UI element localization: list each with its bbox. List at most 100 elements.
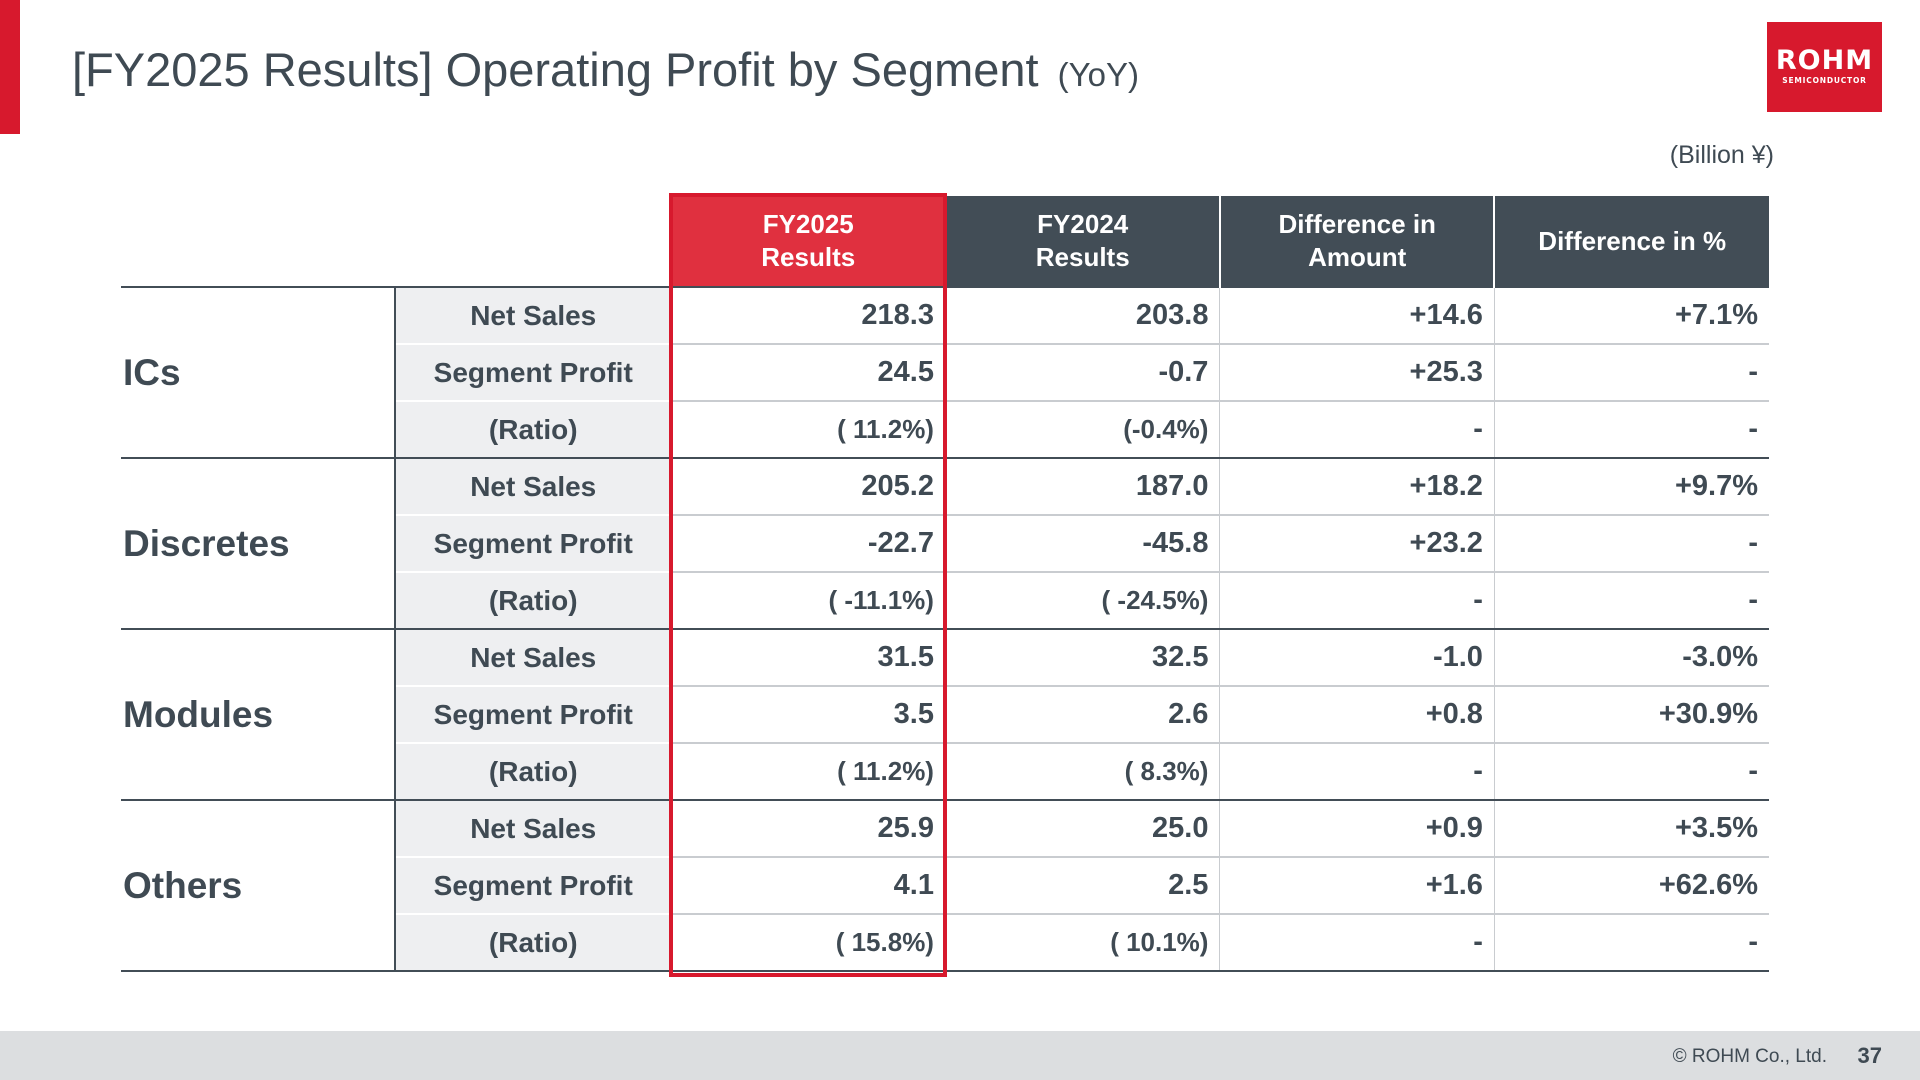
header-diff-amount-line2: Amount bbox=[1308, 242, 1407, 272]
segment-name: Modules bbox=[121, 628, 397, 801]
table-row: (Ratio)( 11.2%) (-0.4%) - - bbox=[121, 401, 1769, 459]
slide-title-sub: (YoY) bbox=[1057, 56, 1139, 93]
fy2025-value: 4.1 bbox=[670, 857, 946, 915]
difference-percent: +30.9% bbox=[1493, 686, 1769, 744]
metric-label: Net Sales bbox=[395, 799, 672, 858]
table-row: Modules Net Sales 31.5 32.5 -1.0 -3.0% bbox=[121, 628, 1769, 801]
fy2024-value: 32.5 bbox=[944, 628, 1220, 687]
fy2025-value: 25.9 bbox=[670, 799, 946, 858]
difference-amount: +0.8 bbox=[1219, 686, 1495, 744]
header-blank bbox=[395, 196, 671, 287]
segment-name: Others bbox=[121, 799, 397, 972]
difference-percent: - bbox=[1493, 572, 1769, 630]
fy2024-value: (-0.4%) bbox=[944, 401, 1220, 459]
copyright-text: © ROHM Co., Ltd. bbox=[1672, 1046, 1827, 1067]
table-body: ICs Net Sales 218.3 203.8 +14.6 +7.1% Segment … bbox=[121, 286, 1769, 972]
slide-title: [FY2025 Results] Operating Profit by Seg… bbox=[72, 42, 1139, 97]
difference-percent: - bbox=[1493, 344, 1769, 402]
fy2025-value: ( 15.8%) bbox=[670, 914, 946, 972]
fy2024-value: 2.6 bbox=[944, 686, 1220, 744]
difference-amount: +25.3 bbox=[1219, 344, 1495, 402]
segment-name: Discretes bbox=[121, 457, 397, 630]
metric-label: Segment Profit bbox=[395, 857, 672, 915]
logo-wordmark: ROHM bbox=[1775, 45, 1874, 76]
difference-percent: +3.5% bbox=[1493, 799, 1769, 858]
difference-amount: - bbox=[1219, 743, 1495, 801]
difference-percent: +9.7% bbox=[1493, 457, 1769, 516]
logo-subtext: SEMICONDUCTOR bbox=[1782, 76, 1867, 85]
header-fy2025-results: FY2025 Results bbox=[669, 196, 946, 287]
difference-percent: - bbox=[1493, 401, 1769, 459]
fy2024-value: 2.5 bbox=[944, 857, 1220, 915]
metric-label: Net Sales bbox=[395, 628, 672, 687]
fy2024-value: 25.0 bbox=[944, 799, 1220, 858]
fy2025-value: ( 11.2%) bbox=[670, 743, 946, 801]
unit-label: (Billion ¥) bbox=[1669, 141, 1774, 169]
fy2024-value: ( 8.3%) bbox=[944, 743, 1220, 801]
fy2024-value: -0.7 bbox=[944, 344, 1220, 402]
header-diff-amount-line1: Difference in bbox=[1278, 209, 1436, 239]
fy2024-value: 203.8 bbox=[944, 286, 1220, 345]
difference-percent: - bbox=[1493, 743, 1769, 801]
header-blank bbox=[121, 196, 396, 287]
header-fy2024-line2: Results bbox=[1035, 242, 1130, 272]
header-fy2024-line1: FY2024 bbox=[1037, 209, 1129, 239]
header-difference-percent: Difference in % bbox=[1493, 196, 1769, 287]
fy2025-value: -22.7 bbox=[670, 515, 946, 573]
difference-percent: +62.6% bbox=[1493, 857, 1769, 915]
segment-name: ICs bbox=[121, 286, 397, 459]
rohm-logo: ROHM SEMICONDUCTOR bbox=[1767, 22, 1882, 112]
table-row: Segment Profit 3.5 2.6 +0.8 +30.9% bbox=[121, 686, 1769, 744]
table-row: (Ratio)( -11.1%)( -24.5%) - - bbox=[121, 572, 1769, 630]
fy2024-value: ( -24.5%) bbox=[944, 572, 1220, 630]
difference-percent: -3.0% bbox=[1493, 628, 1769, 687]
difference-amount: - bbox=[1219, 572, 1495, 630]
difference-amount: +1.6 bbox=[1219, 857, 1495, 915]
table-row: (Ratio)( 11.2%)( 8.3%) - - bbox=[121, 743, 1769, 801]
table-row: ICs Net Sales 218.3 203.8 +14.6 +7.1% bbox=[121, 286, 1769, 459]
table-row: Segment Profit 24.5 -0.7 +25.3- bbox=[121, 344, 1769, 402]
difference-amount: +18.2 bbox=[1219, 457, 1495, 516]
difference-percent: - bbox=[1493, 515, 1769, 573]
table-row: (Ratio)( 15.8%)( 10.1%) - - bbox=[121, 914, 1769, 972]
metric-label: Net Sales bbox=[395, 457, 672, 516]
footer-bar bbox=[0, 1031, 1920, 1080]
accent-bar bbox=[0, 0, 20, 134]
header-diff-percent-label: Difference in % bbox=[1538, 225, 1727, 256]
metric-label: (Ratio) bbox=[395, 914, 672, 972]
header-fy2025-line2: Results bbox=[761, 242, 856, 272]
page-number: 37 bbox=[1857, 1043, 1882, 1068]
metric-label: (Ratio) bbox=[395, 401, 672, 459]
fy2025-value: ( -11.1%) bbox=[670, 572, 946, 630]
metric-label: (Ratio) bbox=[395, 743, 672, 801]
segment-profit-table: FY2025 Results FY2024 Results Difference i… bbox=[121, 196, 1769, 972]
fy2025-value: ( 11.2%) bbox=[670, 401, 946, 459]
table-row: Segment Profit -22.7 -45.8 +23.2- bbox=[121, 515, 1769, 573]
difference-percent: - bbox=[1493, 914, 1769, 972]
fy2025-value: 24.5 bbox=[670, 344, 946, 402]
difference-amount: - bbox=[1219, 914, 1495, 972]
table-row: Others Net Sales 25.9 25.0 +0.9 +3.5% bbox=[121, 799, 1769, 972]
fy2025-value: 218.3 bbox=[670, 286, 946, 345]
fy2024-value: ( 10.1%) bbox=[944, 914, 1220, 972]
difference-amount: -1.0 bbox=[1219, 628, 1495, 687]
difference-percent: +7.1% bbox=[1493, 286, 1769, 345]
fy2025-value: 205.2 bbox=[670, 457, 946, 516]
difference-amount: +14.6 bbox=[1219, 286, 1495, 345]
table-header-row: FY2025 Results FY2024 Results Difference i… bbox=[121, 196, 1769, 287]
fy2024-value: 187.0 bbox=[944, 457, 1220, 516]
metric-label: Segment Profit bbox=[395, 686, 672, 744]
metric-label: Segment Profit bbox=[395, 515, 672, 573]
difference-amount: +0.9 bbox=[1219, 799, 1495, 858]
header-fy2025-line1: FY2025 bbox=[762, 209, 854, 239]
table-row: Segment Profit 4.1 2.5 +1.6 +62.6% bbox=[121, 857, 1769, 915]
metric-label: Net Sales bbox=[395, 286, 672, 345]
table-row: Discretes Net Sales 205.2 187.0 +18.2 +9.7% bbox=[121, 457, 1769, 630]
metric-label: Segment Profit bbox=[395, 344, 672, 402]
slide-title-main: [FY2025 Results] Operating Profit by Seg… bbox=[72, 43, 1039, 96]
header-fy2024-results: FY2024 Results bbox=[944, 196, 1220, 287]
fy2025-value: 3.5 bbox=[670, 686, 946, 744]
difference-amount: - bbox=[1219, 401, 1495, 459]
difference-amount: +23.2 bbox=[1219, 515, 1495, 573]
fy2024-value: -45.8 bbox=[944, 515, 1220, 573]
